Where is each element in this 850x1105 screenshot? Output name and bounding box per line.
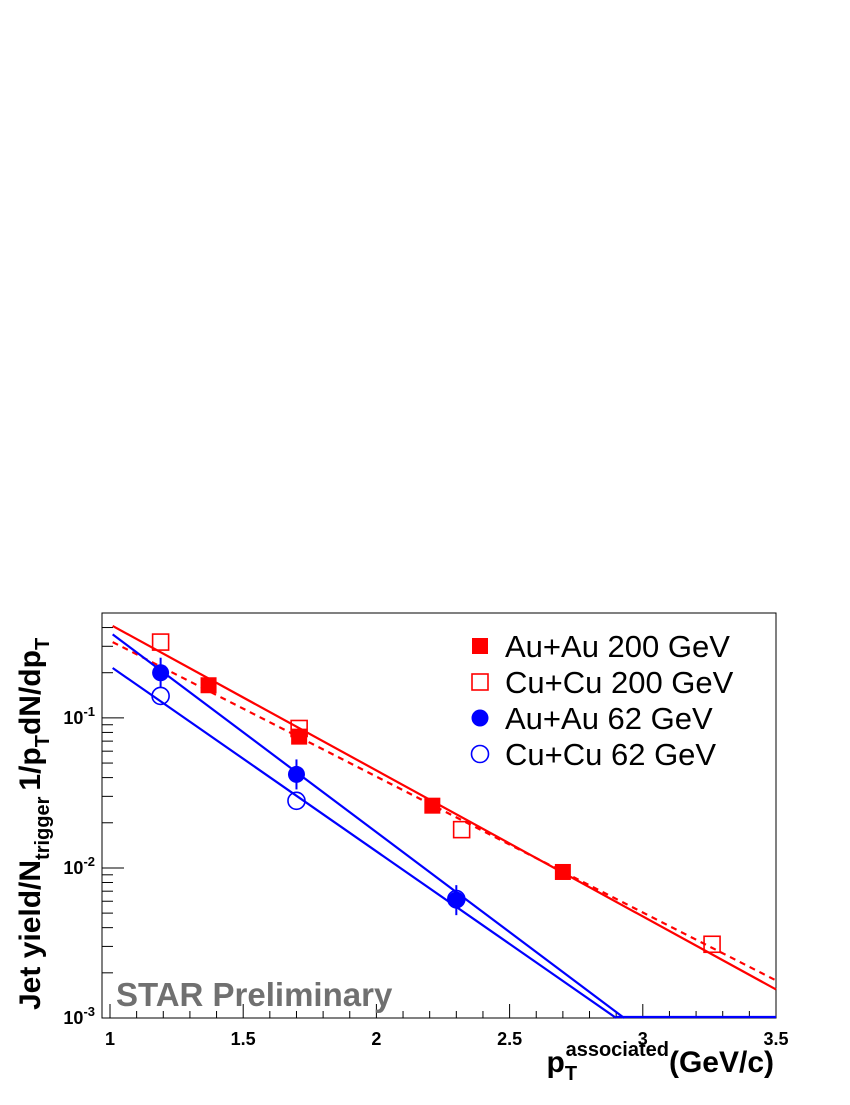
y-tick-label: 10-3 [63, 1004, 95, 1028]
x-axis-label: pTassociated(GeV/c) [547, 1039, 774, 1085]
y-label-sub2: T [32, 735, 54, 747]
x-label-sub: T [565, 1063, 577, 1085]
x-tick-label: 3 [638, 1029, 648, 1049]
fit-line [112, 667, 617, 1019]
svg-text:Jet yield/Ntrigger1/pTdN/dpT: Jet yield/Ntrigger1/pTdN/dpT [14, 638, 54, 1010]
y-label-sub3: T [32, 638, 54, 650]
x-tick-label: 2 [371, 1029, 381, 1049]
legend-label: Cu+Cu 200 GeV [505, 665, 734, 700]
legend-label: Cu+Cu 62 GeV [505, 737, 716, 772]
fit-line [112, 624, 777, 991]
data-point-square-open [452, 820, 471, 839]
data-point-square-open [290, 719, 308, 738]
data-point-circle-open [470, 744, 490, 764]
data-point-circle-filled [447, 891, 465, 909]
x-tick-label: 1.5 [231, 1029, 256, 1049]
data-point-circle-open [151, 686, 170, 706]
legend-label: Au+Au 62 GeV [505, 701, 713, 736]
y-tick-label: 10-2 [63, 854, 95, 878]
plot-frame [101, 612, 777, 1019]
data-point-square-open [471, 673, 489, 691]
x-tick-label: 3.5 [763, 1029, 788, 1049]
y-label-sub1: trigger [32, 796, 54, 860]
data-point-circle-filled [287, 765, 305, 783]
data-point-square-filled [424, 797, 441, 814]
markers-layer [151, 633, 721, 954]
y-label-part3: dN/dp [14, 650, 47, 735]
legend-label: Au+Au 200 GeV [505, 629, 730, 664]
data-point-circle-filled [471, 709, 489, 727]
y-label-part2: 1/p [14, 747, 47, 790]
data-point-circle-open [447, 889, 466, 909]
y-label-part1: Jet yield/N [14, 860, 47, 1010]
x-label-unit: (GeV/c) [669, 1046, 774, 1079]
data-point-square-filled [554, 863, 571, 880]
fit-line [112, 641, 777, 982]
y-tick-label: 10-1 [63, 704, 95, 728]
x-tick-label: 1 [105, 1029, 115, 1049]
y-axis-label: Jet yield/Ntrigger1/pTdN/dpT [14, 638, 54, 1010]
data-point-square-open [151, 633, 170, 651]
star-preliminary-annotation: STAR Preliminary [116, 976, 393, 1013]
data-point-square-filled [200, 677, 217, 694]
axes-layer: 1 1.5 2 2.5 3 3.5 10-3 10-2 10-1 [63, 612, 789, 1049]
svg-text:pTassociated(GeV/c): pTassociated(GeV/c) [547, 1039, 774, 1085]
x-label-sup: associated [566, 1039, 669, 1061]
data-point-circle-open [287, 791, 306, 811]
x-label-main: p [547, 1046, 565, 1079]
fit-line [111, 633, 625, 1019]
data-point-square-open [703, 935, 721, 954]
x-tick-label: 2.5 [497, 1029, 522, 1049]
data-point-square-filled [472, 638, 488, 654]
data-point-circle-filled [152, 664, 170, 682]
fit-lines-layer [111, 624, 777, 1019]
